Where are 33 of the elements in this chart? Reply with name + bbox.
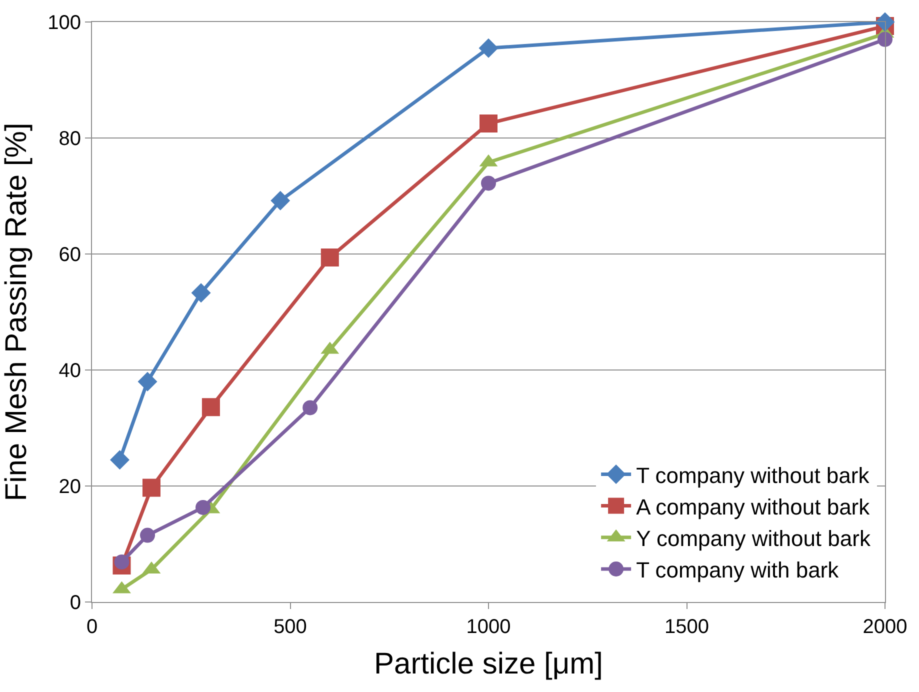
point — [142, 478, 160, 497]
point — [478, 38, 498, 58]
x-axis-title: Particle size [μm] — [374, 648, 603, 680]
point — [191, 283, 211, 303]
x-tick-label: 1000 — [466, 616, 511, 638]
point — [196, 500, 211, 515]
y-tick-label: 40 — [58, 360, 81, 382]
y-tick-label: 60 — [58, 244, 81, 266]
point — [140, 528, 156, 543]
y-tick-label: 0 — [70, 592, 81, 614]
legend-label: Y company without bark — [636, 526, 872, 551]
y-axis-title: Fine Mesh Passing Rate [%] — [0, 122, 33, 502]
legend-label: A company without bark — [636, 494, 871, 520]
point — [270, 190, 290, 210]
x-tick-label: 2000 — [862, 616, 908, 638]
y-tick-label: 20 — [58, 476, 81, 498]
legend-label: T company with bark — [636, 558, 840, 583]
x-tick-label: 500 — [274, 616, 307, 638]
y-tick-label: 100 — [48, 12, 81, 34]
point — [480, 114, 498, 132]
point — [114, 554, 130, 570]
point — [875, 12, 895, 32]
point — [878, 32, 892, 47]
point — [138, 372, 158, 392]
point — [481, 176, 496, 191]
point — [202, 398, 220, 416]
x-tick-label: 0 — [86, 616, 98, 638]
legend-label: T company without bark — [636, 462, 870, 488]
y-tick-label: 80 — [58, 128, 81, 150]
point — [110, 450, 130, 470]
point — [320, 248, 339, 266]
x-tick-label: 1500 — [664, 616, 709, 638]
point — [302, 400, 318, 416]
